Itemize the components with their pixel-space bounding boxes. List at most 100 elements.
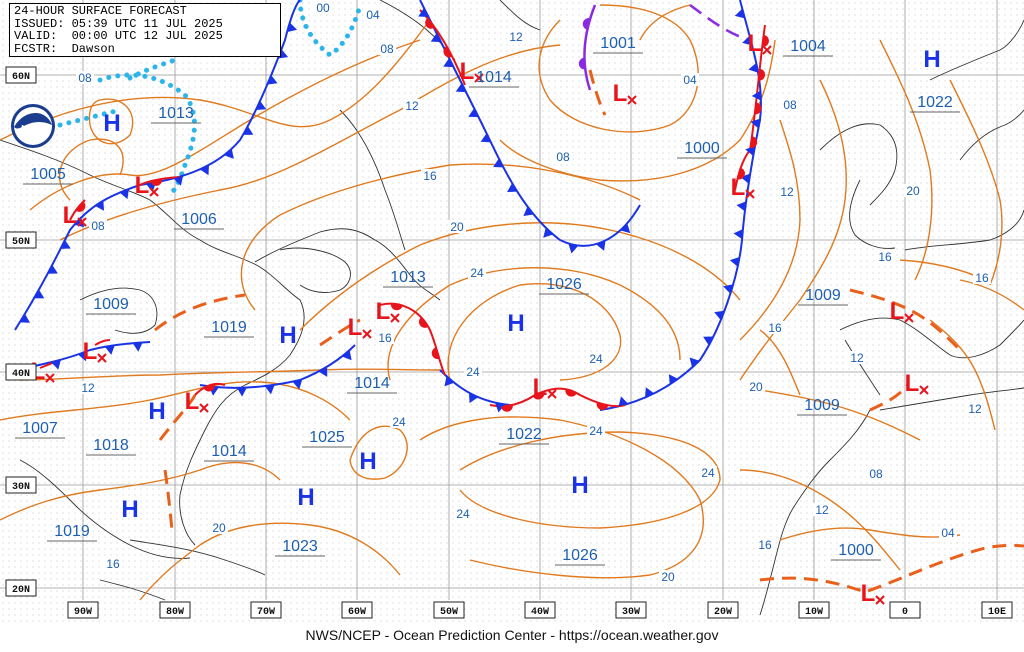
longitude-label: 30W <box>615 601 647 619</box>
high-pressure-center: H <box>279 322 296 349</box>
isobar-value: 24 <box>456 507 470 521</box>
svg-text:1004: 1004 <box>790 38 826 55</box>
low-pressure-center: L <box>83 338 107 365</box>
center-letter: L <box>861 580 876 607</box>
low-pressure-center: L <box>748 30 772 57</box>
svg-text:1014: 1014 <box>476 69 512 86</box>
cold-front-triangle <box>119 188 129 200</box>
pressure-value-label: 1025 <box>302 429 352 448</box>
center-letter: H <box>923 46 940 73</box>
svg-text:NOAA: NOAA <box>21 124 45 133</box>
cold-front-triangle <box>430 33 442 43</box>
pressure-value-label: 1006 <box>174 211 224 230</box>
svg-text:40N: 40N <box>12 369 30 380</box>
svg-text:50N: 50N <box>12 237 30 248</box>
center-letter: L <box>905 370 920 397</box>
isobar-value: 12 <box>81 381 95 395</box>
warm-front-bump <box>578 57 586 70</box>
cold-front-triangle <box>94 200 105 211</box>
isobar-value: 20 <box>450 220 464 234</box>
cold-front-triangle <box>620 223 631 234</box>
svg-text:1009: 1009 <box>805 287 841 304</box>
cold-front-triangle <box>495 402 505 413</box>
svg-text:1014: 1014 <box>354 375 390 392</box>
center-letter: H <box>148 398 165 425</box>
cold-front-triangle <box>418 8 429 17</box>
latitude-label: 50N <box>5 231 37 249</box>
svg-text:60N: 60N <box>12 72 30 83</box>
low-pressure-center: L <box>348 314 372 341</box>
isobar-value: 08 <box>380 42 394 56</box>
high-pressure-center: H <box>148 398 165 425</box>
low-pressure-center: L <box>460 58 484 85</box>
cold-front-triangle <box>689 357 700 368</box>
center-letter: H <box>103 110 120 137</box>
isobar-value: 20 <box>749 380 763 394</box>
warm-front-bump <box>75 201 86 212</box>
center-letter: L <box>613 80 628 107</box>
isobar-value: 20 <box>906 184 920 198</box>
high-pressure-center: H <box>923 46 940 73</box>
svg-text:20N: 20N <box>12 585 30 596</box>
svg-text:70W: 70W <box>257 607 275 618</box>
pressure-value-label: 1014 <box>204 443 254 462</box>
high-pressure-center: H <box>359 448 376 475</box>
pressure-value-label: 1026 <box>555 547 605 566</box>
cold-front-triangle <box>236 387 247 397</box>
cold-front-triangle <box>443 58 454 68</box>
cold-front-triangle <box>736 201 747 212</box>
isobar-value: 12 <box>780 185 794 199</box>
cold-front-triangle <box>243 126 254 135</box>
cold-front-triangle <box>596 240 606 251</box>
svg-text:1026: 1026 <box>562 547 598 564</box>
svg-text:60W: 60W <box>348 607 366 618</box>
isobar-value: 08 <box>556 150 570 164</box>
cold-front-triangle <box>318 366 328 377</box>
cold-front-triangle <box>543 227 554 238</box>
cold-front-triangle <box>645 387 655 398</box>
isobar-value: 16 <box>106 557 120 571</box>
svg-text:20W: 20W <box>714 607 732 618</box>
svg-text:1019: 1019 <box>54 523 90 540</box>
latitude-label: 60N <box>5 66 37 84</box>
pressure-value-label: 1014 <box>469 69 519 88</box>
svg-text:30N: 30N <box>12 482 30 493</box>
trough-lines <box>154 69 1024 594</box>
cold-front-triangle <box>480 133 491 143</box>
isobar-value: 12 <box>509 30 523 44</box>
cold-front-triangle <box>455 83 467 93</box>
warm-front-bump <box>431 347 440 360</box>
center-letter: L <box>460 58 475 85</box>
svg-text:1005: 1005 <box>30 166 66 183</box>
cold-front-triangle <box>60 239 71 249</box>
cold-front-triangle <box>173 175 184 186</box>
pressure-value-label: 1000 <box>677 140 727 159</box>
header-forecaster: FCSTR: Dawson <box>14 41 115 56</box>
center-letter: L <box>185 388 200 415</box>
cold-front-triangle <box>568 243 579 254</box>
header-issued: ISSUED: 05:39 UTC 11 JUL 2025 <box>14 16 223 31</box>
svg-text:90W: 90W <box>74 607 92 618</box>
svg-text:1022: 1022 <box>917 94 953 111</box>
header-title: 24-HOUR SURFACE FORECAST <box>14 4 187 18</box>
longitude-label: 80W <box>159 601 191 619</box>
cold-front-triangle <box>740 173 751 184</box>
high-pressure-center: H <box>297 484 314 511</box>
cold-front-triangle <box>668 374 679 385</box>
svg-text:1000: 1000 <box>684 140 720 157</box>
center-letter: L <box>63 202 78 229</box>
latitude-label: 20N <box>5 579 37 597</box>
cold-front-triangle <box>287 22 298 33</box>
longitude-label: 50W <box>433 601 465 619</box>
svg-text:1007: 1007 <box>22 420 58 437</box>
svg-text:1013: 1013 <box>390 269 426 286</box>
isobar-value: 12 <box>850 351 864 365</box>
center-letter: H <box>279 322 296 349</box>
warm-front-bump <box>750 136 758 149</box>
warm-front-bump <box>390 303 403 311</box>
cold-front-triangle <box>748 62 759 73</box>
longitude-label: 90W <box>67 601 99 619</box>
low-pressure-center: L <box>135 172 159 199</box>
cold-front-triangle <box>255 100 267 111</box>
front-symbols <box>19 8 769 413</box>
